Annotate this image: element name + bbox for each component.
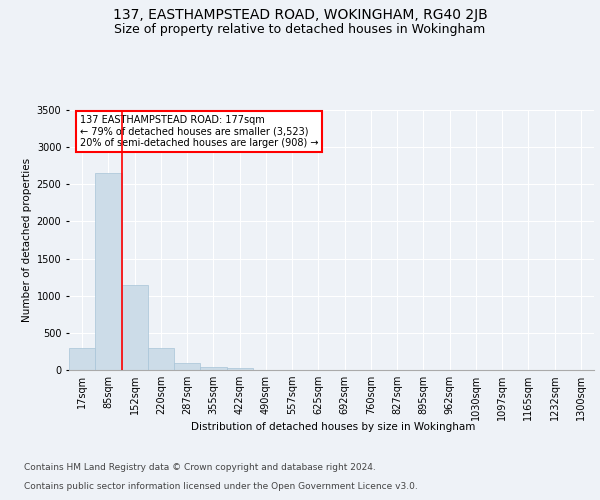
- Text: Contains HM Land Registry data © Crown copyright and database right 2024.: Contains HM Land Registry data © Crown c…: [24, 464, 376, 472]
- Text: Distribution of detached houses by size in Wokingham: Distribution of detached houses by size …: [191, 422, 475, 432]
- Text: Contains public sector information licensed under the Open Government Licence v3: Contains public sector information licen…: [24, 482, 418, 491]
- Text: 137, EASTHAMPSTEAD ROAD, WOKINGHAM, RG40 2JB: 137, EASTHAMPSTEAD ROAD, WOKINGHAM, RG40…: [113, 8, 487, 22]
- Bar: [227, 368, 253, 370]
- Bar: [148, 348, 174, 370]
- Bar: [95, 173, 121, 370]
- Text: Size of property relative to detached houses in Wokingham: Size of property relative to detached ho…: [115, 22, 485, 36]
- Y-axis label: Number of detached properties: Number of detached properties: [22, 158, 32, 322]
- Bar: [121, 284, 148, 370]
- Bar: [200, 366, 227, 370]
- Text: 137 EASTHAMPSTEAD ROAD: 177sqm
← 79% of detached houses are smaller (3,523)
20% : 137 EASTHAMPSTEAD ROAD: 177sqm ← 79% of …: [79, 115, 318, 148]
- Bar: [174, 363, 200, 370]
- Bar: [69, 348, 95, 370]
